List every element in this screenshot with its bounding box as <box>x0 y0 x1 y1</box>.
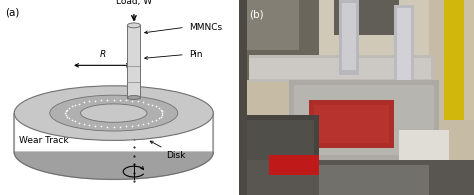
Ellipse shape <box>128 96 140 99</box>
Polygon shape <box>14 113 213 179</box>
Ellipse shape <box>50 95 178 131</box>
Ellipse shape <box>128 23 140 28</box>
Ellipse shape <box>14 86 213 140</box>
Ellipse shape <box>81 104 147 122</box>
Text: R: R <box>100 51 106 59</box>
Text: Wear Track: Wear Track <box>19 136 69 145</box>
Text: MMNCs: MMNCs <box>190 23 223 32</box>
Bar <box>128 25 140 98</box>
Text: Load, W: Load, W <box>116 0 152 6</box>
Text: Disk: Disk <box>166 152 185 160</box>
Text: Pin: Pin <box>190 50 203 59</box>
Text: (b): (b) <box>249 10 264 20</box>
Text: (a): (a) <box>5 8 19 18</box>
